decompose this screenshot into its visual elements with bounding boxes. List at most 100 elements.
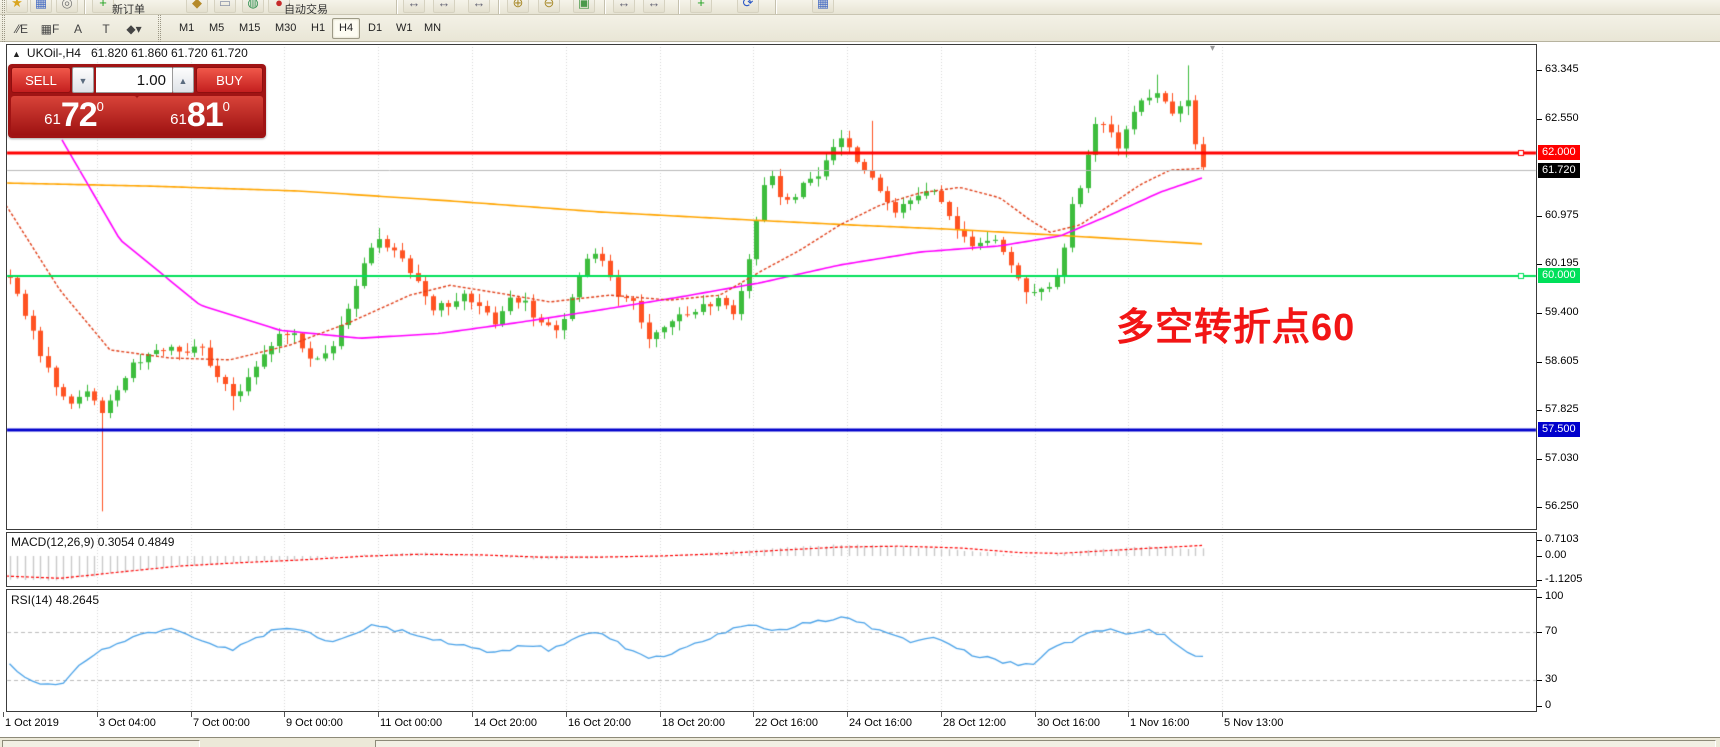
price-axis-tick <box>1537 313 1542 314</box>
macd-axis-label: -1.1205 <box>1545 573 1583 585</box>
refresh-icon[interactable]: ⟳ <box>737 0 759 13</box>
date-axis-tick <box>284 712 285 717</box>
rsi-axis-label: 100 <box>1545 590 1564 602</box>
new-chart-icon[interactable]: ▦ <box>30 0 52 13</box>
line-chart-mode-icon[interactable]: ↔ <box>468 0 490 13</box>
navigator-icon[interactable]: ▭ <box>214 0 236 13</box>
rsi-axis-tick <box>1537 680 1542 681</box>
timeframe-button-d1[interactable]: D1 <box>368 22 383 34</box>
buy-price-big: 81 <box>186 96 224 134</box>
price-axis-tick <box>1537 410 1542 411</box>
date-axis-label: 24 Oct 16:00 <box>849 717 912 729</box>
sell-price-button[interactable]: 61720 <box>11 96 137 135</box>
price-axis-tick <box>1537 264 1542 265</box>
text-label-tool-icon[interactable]: T <box>102 22 110 36</box>
favorites-icon[interactable]: ★ <box>6 0 28 13</box>
price-axis-label: 57.825 <box>1545 403 1579 415</box>
rsi-axis-label: 30 <box>1545 673 1558 685</box>
autotrading-label: 自动交易 <box>284 4 328 15</box>
price-axis-tick <box>1537 459 1542 460</box>
timeframe-button-m15[interactable]: M15 <box>239 22 261 34</box>
one-click-trading-panel: SELL ▼ ▲ BUY 61720 61810 <box>8 64 266 138</box>
status-cell <box>2 740 200 747</box>
add-indicator-icon[interactable]: + <box>690 0 712 13</box>
arrows-tool-icon[interactable]: ◆▾ <box>126 22 142 36</box>
search-icon[interactable]: ◎ <box>56 0 78 13</box>
price-level-badge[interactable]: 62.000 <box>1538 145 1580 160</box>
date-axis-tick <box>191 712 192 717</box>
price-axis-label: 59.400 <box>1545 306 1579 318</box>
date-axis-label: 30 Oct 16:00 <box>1037 717 1100 729</box>
toolbar-grip[interactable] <box>158 15 161 42</box>
date-axis-tick <box>1128 712 1129 717</box>
candle-chart-mode-icon[interactable]: ↔ <box>433 0 455 13</box>
timeframe-button-h4[interactable]: H4 <box>332 18 361 39</box>
new-order-label: 新订单 <box>112 4 145 15</box>
date-axis-label: 16 Oct 20:00 <box>568 717 631 729</box>
date-axis-tick <box>1035 712 1036 717</box>
date-axis-tick <box>378 712 379 717</box>
date-axis-tick <box>941 712 942 717</box>
price-axis-tick <box>1537 119 1542 120</box>
buy-price-sup: 0 <box>222 99 230 114</box>
price-axis-label: 63.345 <box>1545 63 1579 75</box>
date-axis-label: 28 Oct 12:00 <box>943 717 1006 729</box>
buy-price-button[interactable]: 61810 <box>137 96 263 135</box>
date-axis-label: 22 Oct 16:00 <box>755 717 818 729</box>
price-axis-label: 57.030 <box>1545 452 1579 464</box>
new-order-icon[interactable]: + <box>92 0 114 13</box>
date-axis-tick <box>472 712 473 717</box>
text-tool-icon[interactable]: A <box>73 22 82 36</box>
cascade-windows-icon[interactable]: ↔ <box>643 0 665 13</box>
autotrading-icon[interactable]: ● <box>268 0 290 13</box>
tile-windows-icon[interactable]: ↔ <box>613 0 635 13</box>
volume-increase-button[interactable]: ▲ <box>172 67 194 93</box>
bar-chart-mode-icon[interactable]: ↔ <box>403 0 425 13</box>
price-axis-label: 60.975 <box>1545 209 1579 221</box>
date-axis-label: 11 Oct 00:00 <box>380 717 443 729</box>
chart-window-icon[interactable]: ▦ <box>812 0 834 13</box>
collapse-panel-icon[interactable]: ▲ <box>12 49 21 59</box>
macd-axis-label: 0.7103 <box>1545 533 1579 545</box>
market-watch-icon[interactable]: ◆ <box>186 0 208 13</box>
rsi-axis-tick <box>1537 706 1542 707</box>
buy-button[interactable]: BUY <box>196 67 263 93</box>
rsi-axis-tick <box>1537 597 1542 598</box>
fibonacci-tool-icon[interactable]: ▦F <box>40 22 60 36</box>
rsi-axis-tick <box>1537 632 1542 633</box>
price-axis-tick <box>1537 507 1542 508</box>
toolbar-grip[interactable] <box>2 0 5 14</box>
symbol-period-label: UKOil-,H4 <box>26 46 81 60</box>
zoom-out-icon[interactable]: ⊖ <box>538 0 560 13</box>
toolbar-separator <box>498 0 499 14</box>
profiles-icon[interactable]: ▣ <box>573 0 595 13</box>
timeframe-button-h1[interactable]: H1 <box>311 22 326 34</box>
timeframe-button-m5[interactable]: M5 <box>209 22 225 34</box>
main-toolbar: ★ ▦ ◎ + ◆ ▭ ◍ ● ↔ ↔ ↔ ⊕ ⊖ ▣ ↔ ↔ + ⟳ ▦ 新订单 自动交易 <box>0 0 1720 15</box>
status-cell <box>375 740 1716 747</box>
timeframe-button-w1[interactable]: W1 <box>396 22 413 34</box>
price-axis-label: 62.550 <box>1545 112 1579 124</box>
equidistant-channel-tool-icon[interactable]: ⁄⁄E <box>15 22 28 36</box>
date-axis-tick <box>566 712 567 717</box>
date-axis-label: 3 Oct 04:00 <box>99 717 156 729</box>
sell-button[interactable]: SELL <box>11 67 71 93</box>
zoom-in-icon[interactable]: ⊕ <box>507 0 529 13</box>
price-level-badge[interactable]: 57.500 <box>1538 422 1580 437</box>
timeframe-button-mn[interactable]: MN <box>424 22 442 34</box>
toolbar-separator <box>775 0 776 14</box>
price-axis-tick <box>1537 70 1542 71</box>
toolbar-grip[interactable] <box>2 15 5 42</box>
date-axis-tick <box>847 712 848 717</box>
date-axis-tick <box>1222 712 1223 717</box>
timeframe-button-m30[interactable]: M30 <box>275 22 297 34</box>
volume-decrease-button[interactable]: ▼ <box>72 67 94 93</box>
rsi-value: 48.2645 <box>55 593 100 607</box>
price-level-badge[interactable]: 60.000 <box>1538 268 1580 283</box>
volume-input[interactable] <box>96 67 172 93</box>
price-axis-label: 60.195 <box>1545 257 1579 269</box>
terminal-icon[interactable]: ◍ <box>242 0 264 13</box>
timeframe-button-m1[interactable]: M1 <box>179 22 195 34</box>
status-bar <box>0 737 1720 747</box>
